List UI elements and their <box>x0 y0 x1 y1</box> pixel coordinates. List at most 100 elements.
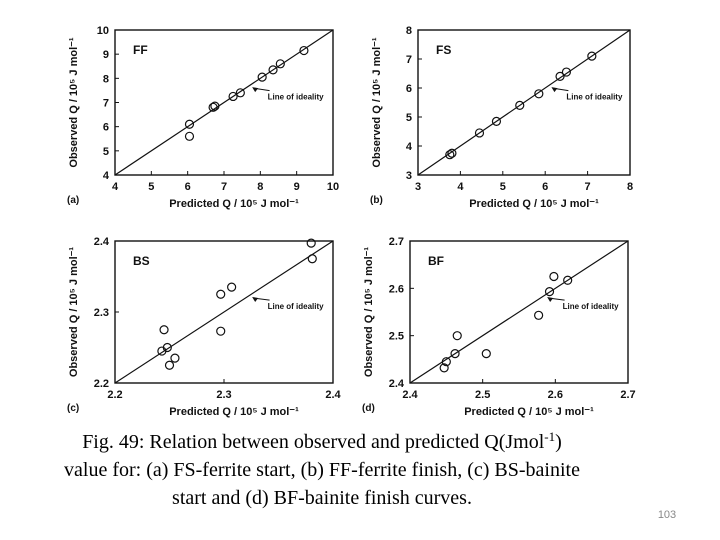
plot-frame <box>417 29 631 176</box>
point <box>563 275 573 285</box>
point <box>555 71 565 82</box>
ideality-line <box>409 240 629 384</box>
point <box>445 150 455 160</box>
point <box>159 325 169 335</box>
y-tick-label: 6 <box>103 122 109 134</box>
point <box>228 91 238 102</box>
y-tick-label: 4 <box>406 141 413 153</box>
y-tick-label: 2.4 <box>94 236 110 248</box>
panel-title: FS <box>436 43 451 57</box>
ideality-line <box>114 29 334 176</box>
x-axis-label: Predicted Q / 10⁵ J mol⁻¹ <box>464 406 594 418</box>
point <box>561 67 572 77</box>
x-tick-label: 2.4 <box>402 389 418 401</box>
y-tick-label: 7 <box>406 54 412 66</box>
x-tick-label: 2.2 <box>107 389 122 401</box>
point <box>439 363 449 373</box>
panel-title: BS <box>133 254 150 268</box>
x-tick-label: 5 <box>500 181 506 193</box>
y-tick-label: 2.3 <box>94 307 109 319</box>
y-tick-label: 9 <box>103 49 109 61</box>
point <box>162 342 172 353</box>
x-tick-label: 5 <box>148 181 154 193</box>
x-tick-label: 7 <box>221 181 227 193</box>
charts: 4 5 6 7 8 9 10 4 5 6 7 8 9 10 FF (a) Predicted Q / 10⁵ J… <box>67 25 636 418</box>
point <box>184 119 195 129</box>
point <box>441 357 451 367</box>
arrow-head <box>547 296 554 302</box>
x-tick-label: 4 <box>112 181 119 193</box>
y-axis-label: Observed Q / 10⁵ J mol⁻¹ <box>68 247 80 378</box>
x-tick-label: 8 <box>257 181 263 193</box>
panel-title: BF <box>428 254 444 268</box>
point <box>587 51 597 61</box>
panel-label: (d) <box>362 403 375 414</box>
point <box>275 59 285 69</box>
panel-title: FF <box>133 43 148 57</box>
y-tick-label: 10 <box>97 25 109 37</box>
point <box>544 287 555 297</box>
annotation: Line of ideality <box>268 93 325 102</box>
point <box>307 254 317 264</box>
point <box>534 89 544 99</box>
point <box>216 289 226 299</box>
x-tick-label: 6 <box>185 181 191 193</box>
arrow-head <box>252 296 259 302</box>
point <box>184 131 195 141</box>
point <box>306 238 316 248</box>
y-tick-label: 5 <box>103 146 109 158</box>
point <box>549 271 559 282</box>
y-tick-label: 5 <box>406 112 412 124</box>
x-tick-label: 7 <box>585 181 591 193</box>
y-tick-label: 2.6 <box>389 283 404 295</box>
y-axis-label: Observed Q / 10⁵ J mol⁻¹ <box>68 37 80 168</box>
point <box>257 72 267 82</box>
point <box>534 310 544 320</box>
caption-line: Fig. 49: Relation between observed and p… <box>82 429 562 453</box>
point <box>474 128 485 138</box>
x-tick-label: 6 <box>542 181 548 193</box>
caption-line: value for: (a) FS-ferrite start, (b) FF-… <box>64 459 580 481</box>
y-tick-label: 2.5 <box>389 331 404 343</box>
caption-line: start and (d) BF-bainite finish curves. <box>172 487 472 509</box>
annotation: Line of ideality <box>563 302 620 311</box>
x-axis-label: Predicted Q / 10⁵ J mol⁻¹ <box>169 406 299 418</box>
y-tick-label: 7 <box>103 98 109 110</box>
y-axis-label: Observed Q / 10⁵ J mol⁻¹ <box>371 37 383 168</box>
point <box>208 102 218 112</box>
page-number: 103 <box>658 509 676 521</box>
y-tick-label: 8 <box>406 25 412 37</box>
point <box>210 101 220 111</box>
point <box>227 282 237 292</box>
arrow-head <box>551 87 558 93</box>
point <box>268 65 278 75</box>
x-tick-label: 9 <box>294 181 300 193</box>
y-tick-label: 8 <box>103 73 109 85</box>
point <box>450 349 460 359</box>
point <box>299 45 309 56</box>
y-tick-label: 2.7 <box>389 236 404 248</box>
panel-label: (c) <box>67 403 79 414</box>
x-axis-label: Predicted Q / 10⁵ J mol⁻¹ <box>469 198 599 210</box>
caption-text: Fig. 49: Relation between observed and p… <box>82 431 545 453</box>
point <box>491 116 502 126</box>
y-tick-label: 6 <box>406 83 412 95</box>
caption-text: ) <box>555 431 562 453</box>
point <box>447 148 457 158</box>
x-tick-label: 2.4 <box>325 389 341 401</box>
point <box>170 353 180 363</box>
panel-label: (b) <box>370 195 383 206</box>
x-axis-label: Predicted Q / 10⁵ J mol⁻¹ <box>169 198 299 210</box>
y-tick-label: 2.4 <box>389 378 405 390</box>
y-axis-label: Observed Q / 10⁵ J mol⁻¹ <box>363 247 375 378</box>
point <box>515 100 525 111</box>
point <box>481 349 491 359</box>
y-tick-label: 4 <box>103 170 110 182</box>
y-tick-label: 2.2 <box>94 378 109 390</box>
caption-sup: -1 <box>544 429 555 444</box>
annotation: Line of ideality <box>566 93 623 102</box>
x-tick-label: 2.7 <box>620 389 635 401</box>
x-tick-label: 3 <box>415 181 421 193</box>
x-tick-label: 10 <box>327 181 339 193</box>
